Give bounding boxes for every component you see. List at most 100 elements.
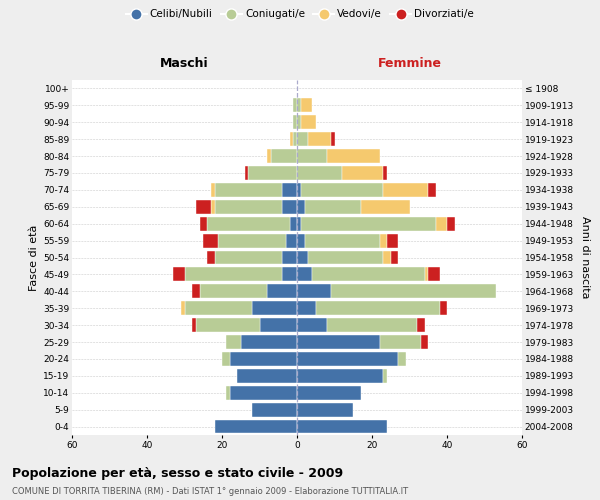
Bar: [297, 268, 312, 281]
Bar: [383, 183, 428, 197]
Bar: [252, 402, 297, 416]
Bar: [383, 250, 391, 264]
Bar: [327, 318, 417, 332]
Bar: [215, 420, 297, 434]
Bar: [297, 352, 398, 366]
Bar: [327, 149, 380, 163]
Bar: [248, 166, 297, 180]
Bar: [380, 335, 421, 349]
Bar: [305, 200, 361, 213]
Text: Maschi: Maschi: [160, 57, 209, 70]
Bar: [222, 352, 229, 366]
Bar: [421, 335, 428, 349]
Bar: [297, 116, 301, 129]
Bar: [196, 200, 211, 213]
Bar: [211, 183, 215, 197]
Bar: [383, 166, 387, 180]
Bar: [305, 234, 380, 247]
Bar: [301, 116, 316, 129]
Bar: [286, 234, 297, 247]
Bar: [260, 318, 297, 332]
Bar: [192, 284, 199, 298]
Bar: [417, 318, 425, 332]
Bar: [211, 200, 215, 213]
Bar: [308, 250, 383, 264]
Bar: [226, 335, 241, 349]
Bar: [297, 149, 327, 163]
Bar: [229, 352, 297, 366]
Bar: [185, 302, 252, 315]
Bar: [436, 217, 447, 230]
Bar: [241, 335, 297, 349]
Bar: [297, 302, 316, 315]
Bar: [297, 183, 301, 197]
Bar: [297, 166, 342, 180]
Bar: [282, 268, 297, 281]
Bar: [297, 250, 308, 264]
Bar: [215, 250, 282, 264]
Bar: [252, 302, 297, 315]
Bar: [439, 302, 447, 315]
Bar: [297, 217, 301, 230]
Bar: [199, 284, 267, 298]
Bar: [245, 166, 248, 180]
Bar: [301, 183, 383, 197]
Bar: [226, 386, 229, 400]
Bar: [229, 386, 297, 400]
Y-axis label: Anni di nascita: Anni di nascita: [580, 216, 590, 298]
Bar: [383, 369, 387, 383]
Bar: [173, 268, 185, 281]
Text: Popolazione per età, sesso e stato civile - 2009: Popolazione per età, sesso e stato civil…: [12, 468, 343, 480]
Bar: [282, 200, 297, 213]
Bar: [203, 234, 218, 247]
Bar: [447, 217, 455, 230]
Bar: [196, 318, 260, 332]
Bar: [290, 217, 297, 230]
Bar: [297, 402, 353, 416]
Bar: [312, 268, 425, 281]
Bar: [331, 132, 335, 146]
Bar: [297, 98, 301, 112]
Y-axis label: Fasce di età: Fasce di età: [29, 224, 39, 290]
Bar: [361, 200, 409, 213]
Text: Femmine: Femmine: [377, 57, 442, 70]
Bar: [282, 250, 297, 264]
Legend: Celibi/Nubili, Coniugati/e, Vedovi/e, Divorziati/e: Celibi/Nubili, Coniugati/e, Vedovi/e, Di…: [122, 5, 478, 24]
Bar: [297, 386, 361, 400]
Bar: [297, 420, 387, 434]
Bar: [290, 132, 293, 146]
Bar: [215, 183, 282, 197]
Bar: [297, 318, 327, 332]
Bar: [293, 132, 297, 146]
Bar: [297, 132, 308, 146]
Bar: [297, 200, 305, 213]
Bar: [207, 250, 215, 264]
Bar: [425, 268, 428, 281]
Bar: [428, 268, 439, 281]
Bar: [297, 284, 331, 298]
Bar: [297, 335, 380, 349]
Bar: [428, 183, 436, 197]
Bar: [380, 234, 387, 247]
Bar: [301, 98, 312, 112]
Bar: [391, 250, 398, 264]
Bar: [192, 318, 196, 332]
Bar: [215, 200, 282, 213]
Bar: [185, 268, 282, 281]
Bar: [207, 217, 290, 230]
Bar: [218, 234, 286, 247]
Bar: [181, 302, 185, 315]
Bar: [267, 149, 271, 163]
Bar: [293, 116, 297, 129]
Bar: [293, 98, 297, 112]
Bar: [282, 183, 297, 197]
Bar: [308, 132, 331, 146]
Bar: [297, 369, 383, 383]
Text: COMUNE DI TORRITA TIBERINA (RM) - Dati ISTAT 1° gennaio 2009 - Elaborazione TUTT: COMUNE DI TORRITA TIBERINA (RM) - Dati I…: [12, 488, 408, 496]
Bar: [297, 234, 305, 247]
Bar: [331, 284, 496, 298]
Bar: [271, 149, 297, 163]
Bar: [387, 234, 398, 247]
Bar: [316, 302, 439, 315]
Bar: [398, 352, 406, 366]
